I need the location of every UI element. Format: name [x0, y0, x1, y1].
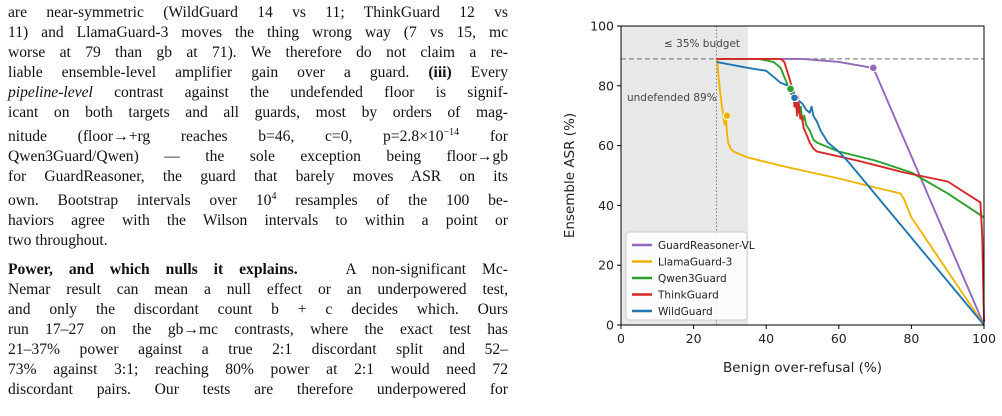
x-tick-label: 40 [758, 331, 774, 346]
text-fragment: contrast against the undefended floor is… [114, 84, 508, 101]
series-marker [790, 93, 799, 103]
paper-text: are near-symmetric (WildGuard 14 vs 11; … [8, 3, 508, 400]
text-line: Qwen3Guard/Qwen) — the sole exception be… [8, 148, 508, 166]
text-line: 73% against 3:1; reaching 80% power at 2… [8, 361, 508, 379]
legend-box [625, 231, 748, 321]
x-tick-label: 0 [617, 331, 625, 346]
legend-label: Qwen3Guard [658, 273, 727, 285]
y-tick-label: 100 [590, 19, 614, 34]
series-marker [786, 84, 795, 94]
text-line: worse at 79 than gb at 71). We therefore… [8, 44, 508, 61]
text-line: Nemar result can mean a null effect or a… [8, 281, 508, 299]
legend-label: WildGuard [658, 306, 713, 318]
text-line: run 17–27 on the gb→mc contrasts, where … [8, 321, 508, 339]
text-line: two throughout. [8, 232, 108, 250]
text-line: are near-symmetric (WildGuard 14 vs 11; … [8, 4, 508, 21]
paragraph-heading: Power, and which nulls it explains. [8, 261, 298, 279]
text-line: discordant pairs. Our tests are therefor… [8, 381, 508, 399]
plot-frame [620, 25, 985, 326]
y-tick-label: 20 [598, 258, 614, 273]
series-line [716, 60, 985, 326]
y-tick-label: 60 [598, 138, 614, 153]
asr-vs-overrefusal-chart: 0 20 40 60 80 100 0 20 40 60 80 100 Benign over-refu… [540, 0, 1002, 416]
legend-label: LlamaGuard-3 [658, 256, 732, 268]
series-line [716, 57, 985, 219]
paragraph-results: are near-symmetric (WildGuard 14 vs 11; … [8, 3, 508, 251]
y-tick-label: 0 [606, 318, 614, 333]
text-line: icant on both targets and all guards, mo… [8, 104, 508, 121]
text-line: nitude (floor→+rg reaches b=46, c=0, p=2… [8, 123, 508, 147]
text-fragment: own. Bootstrap intervals over 10 [8, 192, 272, 210]
text-fragment: nitude (floor→+rg reaches b=46, c=0, p=2… [8, 128, 444, 146]
text-line: 11) and LlamaGuard-3 moves the thing wro… [8, 24, 508, 41]
text-fragment: for [489, 128, 508, 146]
text-fragment: A non-significant Mc- [345, 261, 508, 279]
exponent: −14 [443, 127, 460, 138]
text-fragment: resamples of the 100 be- [295, 192, 509, 210]
budget-label: ≤ 35% budget [664, 38, 740, 50]
series-marker [722, 111, 732, 120]
y-axis-label: Ensemble ASR (%) [562, 113, 578, 238]
exponent: 4 [271, 191, 277, 203]
text-line: liable ensemble-level amplifier gain ove… [8, 63, 508, 83]
text-fragment: Every [470, 64, 508, 81]
y-tick-label: 80 [598, 78, 614, 93]
enum-label: (iii) [428, 64, 452, 81]
chart-svg: 0 20 40 60 80 100 0 20 40 60 80 100 Benign over-refu… [562, 19, 996, 377]
emphasis: pipeline-level [8, 84, 93, 101]
series-line [715, 58, 985, 326]
text-line: own. Bootstrap intervals over 104 resamp… [8, 187, 508, 211]
series-line [716, 57, 985, 323]
text-line: Power, and which nulls it explains. A no… [8, 260, 508, 280]
legend-label: ThinkGuard [657, 289, 719, 301]
paragraph-power: Power, and which nulls it explains. A no… [8, 260, 508, 400]
text-line: 21–37% power against a true 2:1 discorda… [8, 341, 508, 359]
text-line: for GuardReasoner, the guard that barely… [8, 168, 508, 186]
y-tick-label: 40 [598, 198, 614, 213]
text-line: and only the discordant count b + c deci… [8, 301, 508, 319]
text-fragment: liable ensemble-level amplifier gain ove… [8, 64, 410, 81]
undefended-label: undefended 89% [627, 92, 717, 104]
x-tick-label: 100 [972, 331, 996, 346]
x-tick-label: 80 [903, 331, 919, 346]
text-line: pipeline-level contrast against the unde… [8, 83, 508, 103]
legend-label: GuardReasoner-VL [658, 240, 755, 252]
x-tick-label: 20 [686, 331, 702, 346]
series-marker [868, 63, 878, 73]
x-tick-label: 60 [831, 331, 847, 346]
x-axis-label: Benign over-refusal (%) [723, 360, 882, 376]
text-line: haviors agree with the Wilson intervals … [8, 212, 508, 230]
